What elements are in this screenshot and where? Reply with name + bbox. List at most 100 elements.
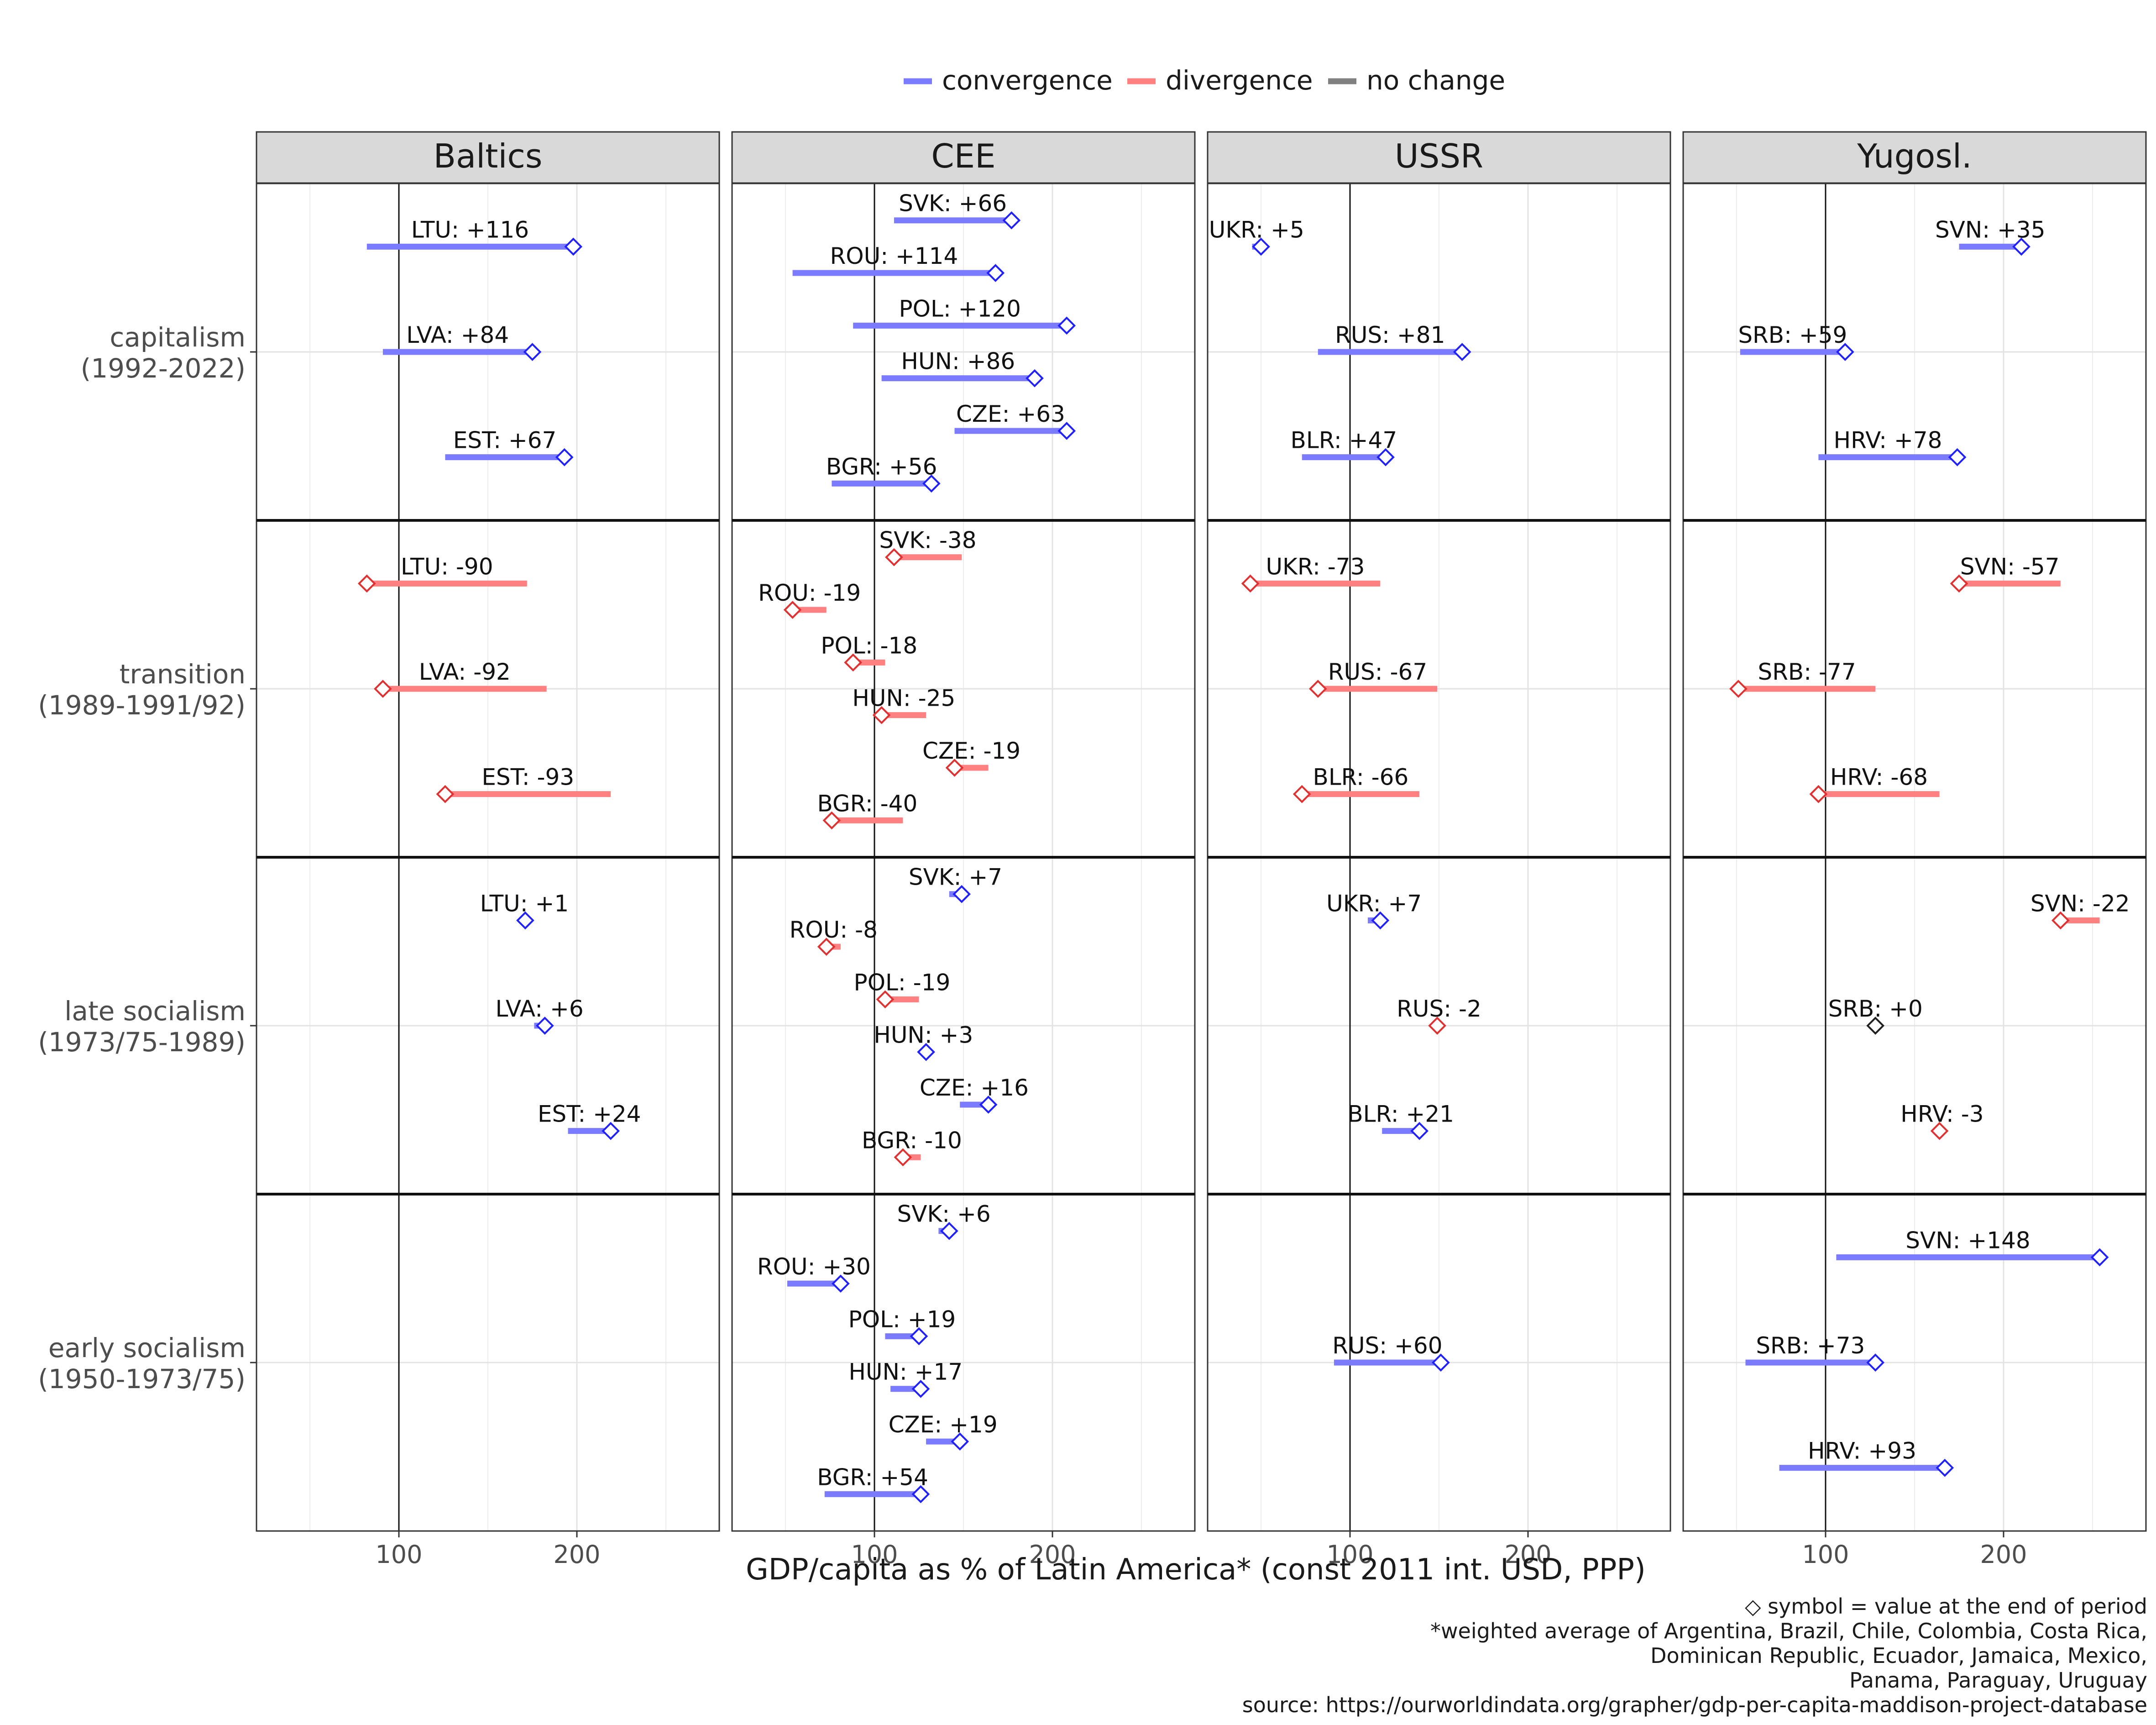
end-marker bbox=[1376, 448, 1395, 467]
dumbbell-item: BLR: -66 bbox=[1293, 764, 1420, 803]
dumbbell-item: LVA: -92 bbox=[374, 659, 547, 698]
end-marker bbox=[917, 1043, 935, 1061]
data-label: HRV: -68 bbox=[1830, 764, 1928, 791]
end-marker bbox=[885, 548, 903, 566]
data-label: RUS: +60 bbox=[1332, 1332, 1442, 1359]
dumbbell-item: RUS: +60 bbox=[1332, 1332, 1450, 1372]
data-label: ROU: -19 bbox=[758, 580, 861, 606]
end-marker bbox=[535, 1017, 554, 1035]
end-marker bbox=[357, 574, 376, 593]
end-marker bbox=[1308, 680, 1327, 698]
data-label: POL: +120 bbox=[899, 295, 1020, 322]
end-marker bbox=[2090, 1248, 2109, 1267]
data-label: LVA: +84 bbox=[406, 322, 509, 348]
dumbbell-item: HRV: -68 bbox=[1809, 764, 1940, 803]
x-tick-label: 200 bbox=[553, 1540, 600, 1569]
end-marker bbox=[1432, 1353, 1450, 1372]
legend-item-none: no change bbox=[1328, 65, 1505, 96]
data-label: CZE: +19 bbox=[889, 1411, 998, 1438]
data-label: POL: -18 bbox=[821, 632, 917, 659]
data-label: HUN: -25 bbox=[852, 685, 955, 712]
data-label: LTU: +1 bbox=[480, 890, 569, 917]
end-marker bbox=[1428, 1017, 1446, 1035]
dumbbell-item: SVN: -22 bbox=[2030, 890, 2130, 930]
dumbbell-item: RUS: -2 bbox=[1397, 996, 1481, 1035]
dumbbell-item: HRV: +78 bbox=[1818, 427, 1967, 467]
data-label: BGR: -10 bbox=[862, 1127, 962, 1153]
dumbbell-item: SVK: +7 bbox=[909, 864, 1002, 903]
data-label: HUN: +3 bbox=[874, 1022, 973, 1049]
end-marker bbox=[1453, 343, 1471, 361]
data-label: HUN: +86 bbox=[901, 348, 1015, 375]
dumbbell-item: EST: +67 bbox=[445, 427, 574, 467]
panel-2-3: SVN: -22 SRB: +0 HRV: -3 bbox=[1683, 857, 2146, 1194]
legend: convergence divergence no change bbox=[904, 65, 1505, 96]
data-label: EST: +67 bbox=[453, 427, 557, 454]
dumbbell-item: POL: -18 bbox=[821, 632, 917, 672]
dumbbell-item: UKR: +7 bbox=[1326, 890, 1422, 930]
dumbbell-item: HUN: +86 bbox=[881, 348, 1044, 388]
end-marker bbox=[1057, 422, 1076, 440]
dumbbell-item: LVA: +84 bbox=[382, 322, 542, 361]
end-marker bbox=[1866, 1017, 1885, 1035]
dumbbell-item: SRB: +73 bbox=[1745, 1332, 1885, 1372]
row-label-title: late socialism bbox=[64, 996, 246, 1027]
end-marker bbox=[1809, 785, 1828, 803]
dumbbell-item: LTU: +116 bbox=[366, 216, 583, 256]
x-tick-label: 100 bbox=[1326, 1540, 1373, 1569]
end-marker bbox=[1293, 785, 1311, 803]
data-label: LVA: -92 bbox=[419, 659, 511, 685]
dumbbell-item: LVA: +6 bbox=[496, 996, 584, 1035]
panel-3-1: SVK: +6 ROU: +30 POL: +19 HUN: +17 CZE: +19 B… bbox=[732, 1194, 1195, 1531]
facet-title: Yugosl. bbox=[1857, 137, 1972, 175]
facet-title: USSR bbox=[1395, 137, 1483, 175]
panel-0-1: SVK: +66 ROU: +114 POL: +120 HUN: +86 CZE: +… bbox=[732, 184, 1195, 520]
dumbbell-item: CZE: -19 bbox=[922, 738, 1020, 777]
end-marker bbox=[1936, 1458, 1954, 1477]
dumbbell-item: RUS: -67 bbox=[1308, 659, 1438, 698]
data-label: SRB: -77 bbox=[1758, 659, 1856, 685]
end-marker bbox=[1252, 237, 1270, 256]
end-marker bbox=[894, 1148, 912, 1167]
panel-1-0: LTU: -90 LVA: -92 EST: -93 bbox=[256, 520, 719, 857]
dumbbell-item: SVK: -38 bbox=[879, 527, 977, 566]
end-marker bbox=[872, 706, 891, 724]
end-marker bbox=[564, 237, 583, 256]
end-marker bbox=[876, 990, 895, 1009]
row-label: late socialism(1973/75-1989) bbox=[38, 996, 256, 1058]
panel-2-1: SVK: +7 ROU: -8 POL: -19 HUN: +3 CZE: +16 BGR… bbox=[732, 857, 1195, 1194]
end-marker bbox=[1057, 316, 1076, 335]
end-marker bbox=[940, 1222, 958, 1240]
dumbbell-item: CZE: +16 bbox=[920, 1075, 1029, 1114]
dumbbell-item: RUS: +81 bbox=[1318, 322, 1471, 361]
dumbbell-item: POL: -19 bbox=[854, 969, 950, 1009]
data-label: CZE: +63 bbox=[956, 401, 1065, 427]
row-label-period: (1989-1991/92) bbox=[38, 690, 246, 721]
facet-strip-0: Baltics bbox=[256, 131, 720, 184]
dumbbell-item: ROU: -19 bbox=[758, 580, 861, 619]
dumbbell-item: EST: -93 bbox=[436, 764, 611, 803]
legend-label: divergence bbox=[1166, 65, 1313, 96]
end-marker bbox=[2051, 911, 2070, 930]
x-tick-label: 200 bbox=[1504, 1540, 1551, 1569]
panel-1-3: SVN: -57 SRB: -77 HRV: -68 bbox=[1683, 520, 2146, 857]
data-label: EST: +24 bbox=[538, 1101, 641, 1127]
data-label: BGR: -40 bbox=[817, 790, 918, 817]
legend-item-div: divergence bbox=[1127, 65, 1313, 96]
data-label: SRB: +59 bbox=[1738, 322, 1847, 348]
dumbbell-item: HRV: -3 bbox=[1900, 1101, 1984, 1140]
data-label: RUS: -67 bbox=[1328, 659, 1427, 685]
row-labels: capitalism(1992-2022) transition(1989-199… bbox=[38, 322, 256, 1395]
dumbbell-item: ROU: +30 bbox=[757, 1253, 871, 1293]
footnotes: ◇ symbol = value at the end of period*we… bbox=[1242, 1594, 2147, 1717]
row-label-period: (1950-1973/75) bbox=[38, 1363, 246, 1395]
row-label-title: capitalism bbox=[110, 322, 246, 353]
footnote-line: *weighted average of Argentina, Brazil, … bbox=[1430, 1619, 2147, 1643]
panel-3-3: SVN: +148 SRB: +73 HRV: +93 bbox=[1683, 1194, 2146, 1531]
row-label: capitalism(1992-2022) bbox=[81, 322, 256, 384]
data-label: SVN: +35 bbox=[1935, 216, 2046, 243]
legend-label: no change bbox=[1366, 65, 1505, 96]
facet-title: Baltics bbox=[434, 137, 543, 175]
legend-item-conv: convergence bbox=[904, 65, 1113, 96]
